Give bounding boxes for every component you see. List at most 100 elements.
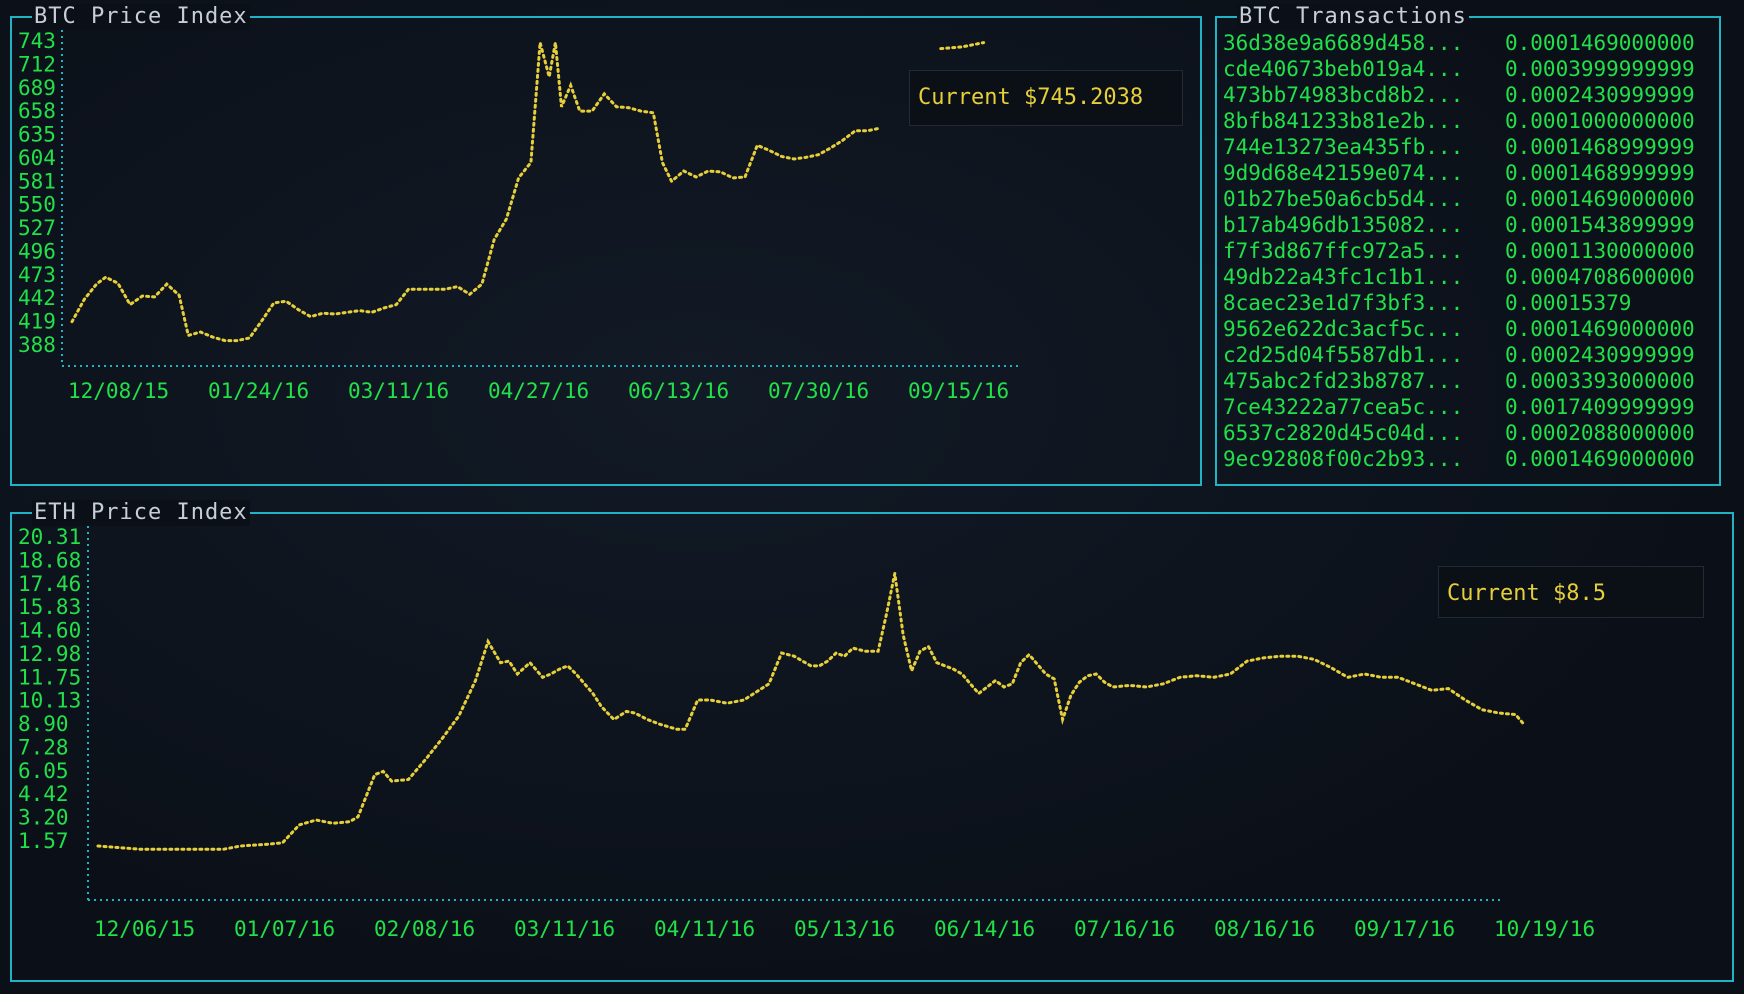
x-tick-label: 07/16/16 [1074, 917, 1175, 941]
transaction-hash: 8caec23e1d7f3bf3... [1223, 291, 1464, 315]
eth-price-panel: ETH Price Index 20.31 18.68 17.46 15.83 14.6… [10, 500, 1734, 982]
y-tick-label: 604 [18, 146, 56, 170]
transaction-amount: 0.00015379 [1505, 291, 1632, 315]
transaction-amount: 0.0001130000000 [1505, 239, 1695, 263]
transaction-hash: 7ce43222a77cea5c... [1223, 395, 1464, 419]
y-tick-label: 11.75 [18, 665, 81, 689]
x-tick-label: 12/06/15 [94, 917, 195, 941]
y-tick-label: 3.20 [18, 806, 69, 830]
transaction-row: 8bfb841233b81e2b... 0.0001000000000 [1223, 108, 1695, 134]
y-tick-label: 14.60 [18, 619, 81, 643]
x-tick-label: 06/14/16 [934, 917, 1035, 941]
transactions-panel-title: BTC Transactions [1237, 4, 1469, 30]
btc-price-chart: 7437126896586356045815505274964734424193… [18, 29, 1022, 403]
y-tick-label: 18.68 [18, 548, 81, 572]
y-tick-label: 712 [18, 52, 56, 76]
transaction-amount: 0.0001000000000 [1505, 109, 1695, 133]
transactions-list: 36d38e9a6689d458... 0.0001469000000 cde406… [1223, 30, 1695, 472]
transaction-amount: 0.0001468999999 [1505, 135, 1695, 159]
transaction-hash: 744e13273ea435fb... [1223, 135, 1464, 159]
y-tick-label: 8.90 [18, 712, 69, 736]
transaction-amount: 0.0017409999999 [1505, 395, 1695, 419]
price-series-line [939, 41, 986, 51]
y-tick-label: 419 [18, 310, 56, 334]
x-tick-label: 05/13/16 [794, 917, 895, 941]
transaction-amount: 0.0001469000000 [1505, 187, 1695, 211]
x-tick-label: 08/16/16 [1214, 917, 1315, 941]
x-tick-label: 12/08/15 [68, 379, 169, 403]
btc-panel-title: BTC Price Index [32, 4, 250, 30]
y-tick-label: 635 [18, 123, 56, 147]
y-tick-label: 496 [18, 239, 56, 263]
transaction-hash: cde40673beb019a4... [1223, 57, 1464, 81]
transaction-amount: 0.0001468999999 [1505, 161, 1695, 185]
y-tick-label: 15.83 [18, 595, 81, 619]
eth-current-price: Current $8.5 [1438, 566, 1704, 618]
y-tick-label: 10.13 [18, 689, 81, 713]
transaction-hash: 8bfb841233b81e2b... [1223, 109, 1464, 133]
y-tick-label: 581 [18, 169, 56, 193]
transaction-amount: 0.0001469000000 [1505, 31, 1695, 55]
x-tick-label: 09/15/16 [908, 379, 1009, 403]
transaction-hash: b17ab496db135082... [1223, 213, 1464, 237]
transaction-row: 6537c2820d45c04d... 0.0002088000000 [1223, 420, 1695, 446]
transaction-hash: f7f3d867ffc972a5... [1223, 239, 1464, 263]
transaction-row: 7ce43222a77cea5c... 0.0017409999999 [1223, 394, 1695, 420]
transaction-row: 49db22a43fc1c1b1... 0.0004708600000 [1223, 264, 1695, 290]
y-tick-label: 6.05 [18, 759, 69, 783]
transaction-row: 36d38e9a6689d458... 0.0001469000000 [1223, 30, 1695, 56]
y-tick-label: 743 [18, 29, 56, 53]
transaction-amount: 0.0001543899999 [1505, 213, 1695, 237]
x-tick-label: 06/13/16 [628, 379, 729, 403]
transaction-row: 475abc2fd23b8787... 0.0003393000000 [1223, 368, 1695, 394]
transaction-row: 9ec92808f00c2b93... 0.0001469000000 [1223, 446, 1695, 472]
y-tick-label: 689 [18, 76, 56, 100]
y-tick-label: 1.57 [18, 829, 69, 853]
x-tick-label: 04/11/16 [654, 917, 755, 941]
transaction-amount: 0.0002430999999 [1505, 83, 1695, 107]
y-tick-label: 388 [18, 333, 56, 357]
y-tick-label: 473 [18, 263, 56, 287]
transaction-hash: 49db22a43fc1c1b1... [1223, 265, 1464, 289]
transaction-row: b17ab496db135082... 0.0001543899999 [1223, 212, 1695, 238]
y-tick-label: 20.31 [18, 525, 81, 549]
x-tick-label: 04/27/16 [488, 379, 589, 403]
transaction-hash: 9562e622dc3acf5c... [1223, 317, 1464, 341]
x-tick-label: 07/30/16 [768, 379, 869, 403]
transaction-row: 473bb74983bcd8b2... 0.0002430999999 [1223, 82, 1695, 108]
transaction-hash: 473bb74983bcd8b2... [1223, 83, 1464, 107]
y-tick-label: 527 [18, 216, 56, 240]
transaction-hash: 475abc2fd23b8787... [1223, 369, 1464, 393]
transaction-row: 01b27be50a6cb5d4... 0.0001469000000 [1223, 186, 1695, 212]
y-tick-label: 12.98 [18, 642, 81, 666]
price-series-line [96, 573, 1526, 851]
transaction-hash: 9ec92808f00c2b93... [1223, 447, 1464, 471]
transaction-hash: 9d9d68e42159e074... [1223, 161, 1464, 185]
btc-price-panel: BTC Price Index 743 712 689 658 635 604 581 550… [10, 4, 1202, 486]
y-tick-label: 4.42 [18, 782, 69, 806]
transaction-hash: 01b27be50a6cb5d4... [1223, 187, 1464, 211]
transaction-amount: 0.0001469000000 [1505, 447, 1695, 471]
y-tick-label: 7.28 [18, 735, 69, 759]
y-tick-label: 17.46 [18, 572, 81, 596]
transaction-amount: 0.0002088000000 [1505, 421, 1695, 445]
transaction-amount: 0.0003393000000 [1505, 369, 1695, 393]
x-tick-label: 01/07/16 [234, 917, 335, 941]
transaction-row: cde40673beb019a4... 0.0003999999999 [1223, 56, 1695, 82]
transaction-row: 9562e622dc3acf5c... 0.0001469000000 [1223, 316, 1695, 342]
price-series-line [70, 42, 882, 343]
y-tick-label: 658 [18, 99, 56, 123]
x-tick-label: 02/08/16 [374, 917, 475, 941]
btc-transactions-panel: BTC Transactions 36d38e9a6689d458... 0.00… [1215, 4, 1721, 486]
transaction-hash: 6537c2820d45c04d... [1223, 421, 1464, 445]
y-tick-label: 442 [18, 286, 56, 310]
transaction-row: f7f3d867ffc972a5... 0.0001130000000 [1223, 238, 1695, 264]
eth-panel-title: ETH Price Index [32, 500, 250, 526]
transaction-row: 744e13273ea435fb... 0.0001468999999 [1223, 134, 1695, 160]
transaction-amount: 0.0002430999999 [1505, 343, 1695, 367]
transaction-amount: 0.0003999999999 [1505, 57, 1695, 81]
transaction-hash: c2d25d04f5587db1... [1223, 343, 1464, 367]
transaction-hash: 36d38e9a6689d458... [1223, 31, 1464, 55]
x-tick-label: 10/19/16 [1494, 917, 1595, 941]
eth-price-chart: 20.3118.6817.4615.8314.6012.9811.7510.13… [18, 525, 1595, 941]
